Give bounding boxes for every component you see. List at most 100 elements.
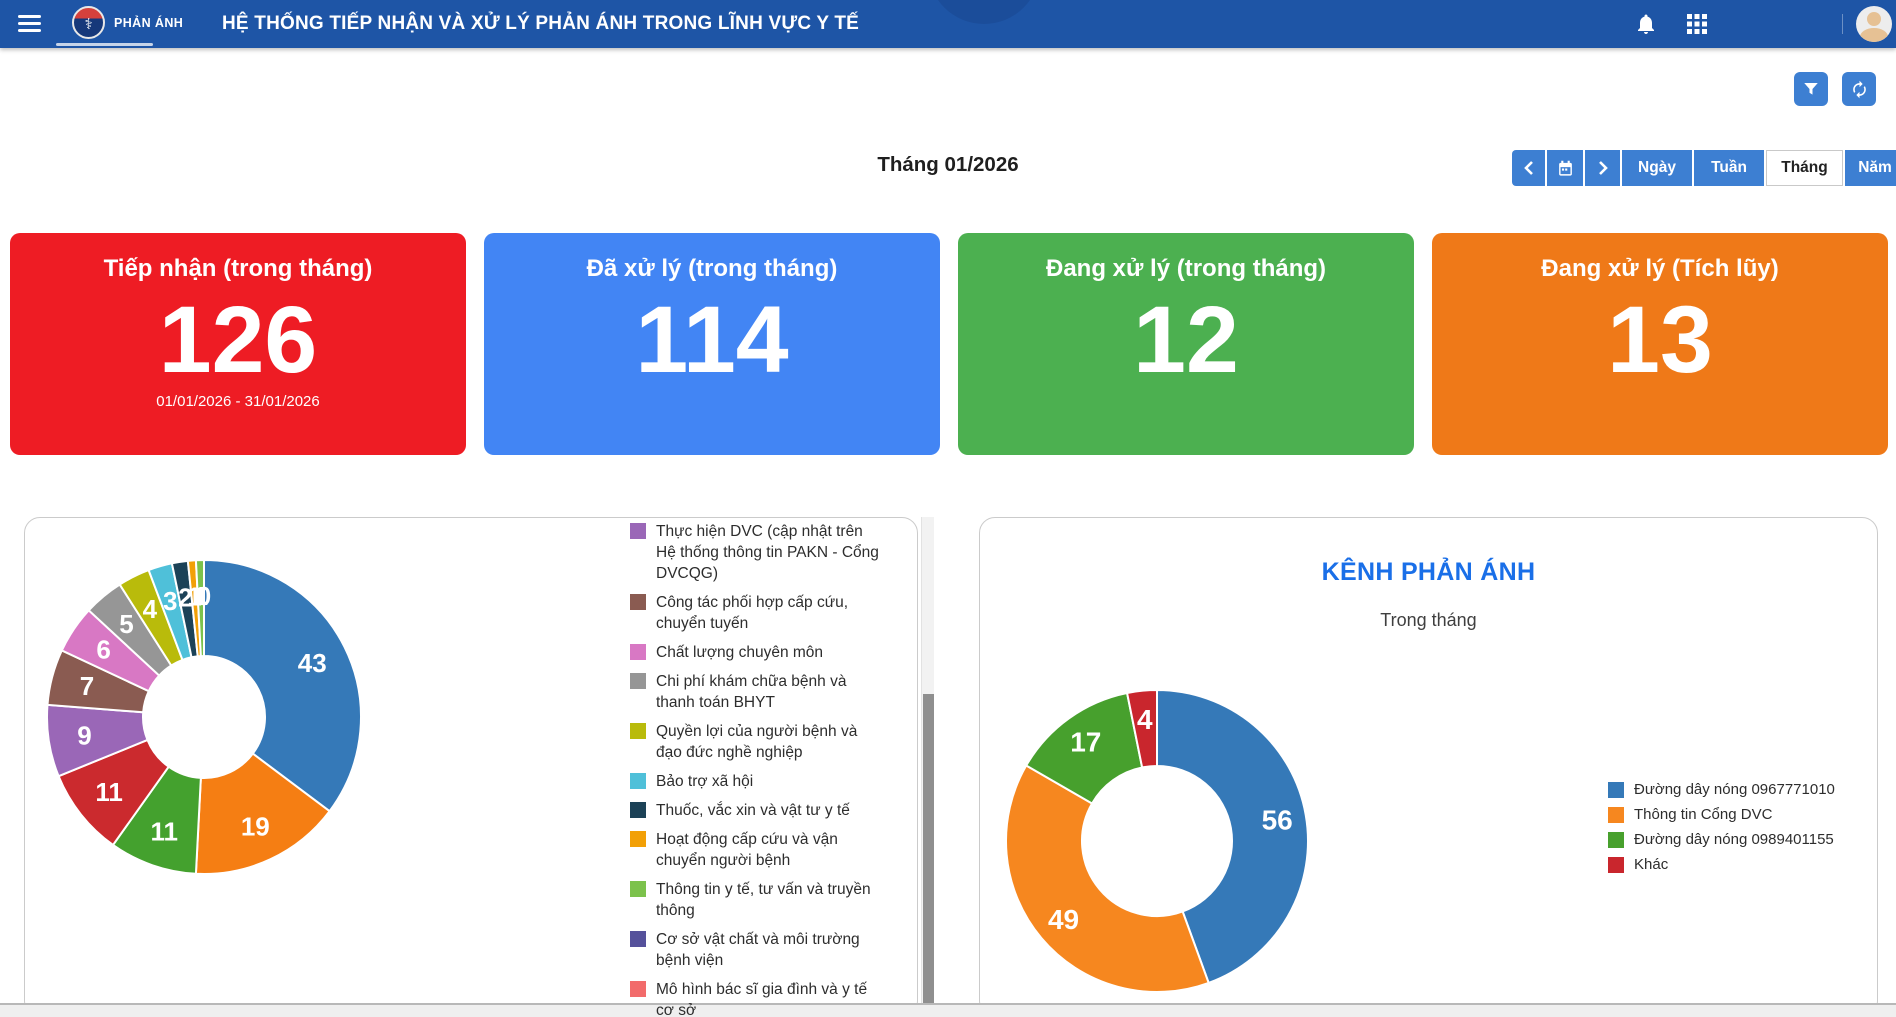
stat-date-range: 01/01/2026 - 31/01/2026 [156,392,320,410]
menu-icon[interactable] [18,15,41,32]
channel-chart-title: KÊNH PHẢN ÁNH [1321,558,1536,586]
view-day-button[interactable]: Ngày [1622,150,1692,186]
refresh-icon [1852,80,1866,98]
svg-text:4: 4 [143,594,158,624]
legend-label: Thực hiện DVC (cập nhật trên Hệ thống th… [656,523,879,582]
legend-item[interactable]: Thông tin y tế, tư vấn và truyền thông [630,879,882,921]
legend-item[interactable]: Đường dây nóng 0967771010 [1608,780,1888,798]
stat-cards-row: Tiếp nhận (trong tháng) 126 01/01/2026 -… [10,233,1888,455]
legend-swatch [1608,857,1624,873]
legend-item[interactable]: Thực hiện DVC (cập nhật trên Hệ thống th… [630,521,882,584]
calendar-button[interactable] [1547,150,1583,186]
svg-text:1: 1 [187,581,201,611]
legend-label: Công tác phối hợp cấp cứu, chuyển tuyến [656,594,849,632]
legend-swatch [630,673,646,689]
legend-label: Thông tin Cổng DVC [1634,806,1773,823]
legend-item[interactable]: Khác [1608,855,1888,873]
user-avatar[interactable] [1856,6,1892,42]
apps-grid-icon[interactable] [1686,13,1708,35]
horizontal-scrollbar[interactable] [0,1003,1896,1017]
legend-label: Cơ sở vật chất và môi trường bệnh viện [656,931,860,969]
legend-label: Mô hình bác sĩ gia đình và y tế cơ sở [656,981,868,1017]
legend-label: Đường dây nóng 0989401155 [1634,831,1834,848]
view-month-button[interactable]: Tháng [1766,150,1843,186]
stat-card-in-progress-month[interactable]: Đang xử lý (trong tháng) 12 [958,233,1414,455]
svg-text:19: 19 [241,812,270,842]
legend-label: Thông tin y tế, tư vấn và truyền thông [656,881,871,919]
view-year-button[interactable]: Năm [1845,150,1896,186]
legend-scrollbar-track[interactable] [921,517,934,1017]
legend-swatch [1608,807,1624,823]
stat-label: Đã xử lý (trong tháng) [586,255,838,282]
legend-item[interactable]: Thuốc, vắc xin và vật tư y tế [630,800,882,821]
next-period-button[interactable] [1585,150,1620,186]
filter-button[interactable] [1794,72,1828,106]
legend-swatch [630,881,646,897]
stat-card-processed[interactable]: Đã xử lý (trong tháng) 114 [484,233,940,455]
period-heading: Tháng 01/2026 [877,153,1019,176]
svg-text:49: 49 [1048,904,1079,935]
legend-item[interactable]: Công tác phối hợp cấp cứu, chuyển tuyến [630,592,882,634]
legend-scrollbar-thumb[interactable] [923,694,934,1005]
legend-label: Bảo trợ xã hội [656,773,754,790]
funnel-icon [1804,83,1818,95]
svg-text:5: 5 [119,609,133,639]
stat-card-received[interactable]: Tiếp nhận (trong tháng) 126 01/01/2026 -… [10,233,466,455]
bell-icon[interactable] [1634,12,1658,36]
svg-text:1: 1 [194,581,208,611]
legend-swatch [630,802,646,818]
legend-swatch [630,723,646,739]
legend-swatch [630,594,646,610]
channel-legend: Đường dây nóng 0967771010 Thông tin Cổng… [1608,780,1888,880]
stat-value: 12 [1133,287,1239,393]
brand-label: PHẢN ÁNH [114,15,184,30]
channel-chart-subtitle: Trong tháng [1380,610,1477,630]
svg-text:43: 43 [298,648,327,678]
legend-label: Chất lượng chuyên môn [656,644,824,661]
legend-item[interactable]: Đường dây nóng 0989401155 [1608,830,1888,848]
stat-label: Đang xử lý (Tích lũy) [1541,255,1779,282]
legend-label: Quyền lợi của người bệnh và đạo đức nghề… [656,723,858,761]
svg-text:56: 56 [1262,804,1293,835]
legend-label: Khác [1634,856,1669,873]
legend-item[interactable]: Chi phí khám chữa bệnh và thanh toán BHY… [630,671,882,713]
navbar-divider [1842,14,1843,34]
stat-card-in-progress-total[interactable]: Đang xử lý (Tích lũy) 13 [1432,233,1888,455]
svg-text:4: 4 [1137,704,1153,735]
legend-item[interactable]: Chất lượng chuyên môn [630,642,882,663]
legend-label: Chi phí khám chữa bệnh và thanh toán BHY… [656,673,847,711]
legend-item[interactable]: Cơ sở vật chất và môi trường bệnh viện [630,929,882,971]
legend-swatch [630,931,646,947]
svg-text:3: 3 [163,586,177,616]
stat-value: 126 [158,287,318,393]
legend-swatch [630,773,646,789]
legend-item[interactable]: Mô hình bác sĩ gia đình và y tế cơ sở [630,979,882,1017]
channel-donut-chart[interactable]: 56 49 17 4 [1002,686,1312,996]
stat-label: Tiếp nhận (trong tháng) [103,255,373,282]
svg-text:11: 11 [151,816,179,846]
prev-period-button[interactable] [1512,150,1545,186]
page-title: HỆ THỐNG TIẾP NHẬN VÀ XỬ LÝ PHẢN ÁNH TRO… [222,13,860,34]
legend-swatch [1608,782,1624,798]
refresh-button[interactable] [1842,72,1876,106]
top-navbar: ⚕ PHẢN ÁNH HỆ THỐNG TIẾP NHẬN VÀ XỬ LÝ P… [0,0,1896,48]
legend-item[interactable]: Thông tin Cổng DVC [1608,805,1888,823]
legend-item[interactable]: Bảo trợ xã hội [630,771,882,792]
svg-text:9: 9 [77,721,91,751]
svg-text:2: 2 [178,582,192,612]
legend-label: Thuốc, vắc xin và vật tư y tế [656,802,850,819]
legend-item[interactable]: Quyền lợi của người bệnh và đạo đức nghề… [630,721,882,763]
svg-text:6: 6 [96,634,110,664]
app-logo-link[interactable]: ⚕ PHẢN ÁNH [72,6,183,39]
legend-swatch [630,981,646,997]
stat-value: 114 [635,287,789,393]
chevron-left-icon [1523,161,1533,175]
period-controls: Ngày Tuần Tháng Năm [1512,150,1896,186]
svg-text:7: 7 [80,671,94,701]
legend-item[interactable]: Hoạt động cấp cứu và vận chuyển người bệ… [630,829,882,871]
chevron-right-icon [1598,161,1608,175]
ministry-of-health-logo-icon: ⚕ [72,6,105,39]
view-week-button[interactable]: Tuần [1694,150,1764,186]
